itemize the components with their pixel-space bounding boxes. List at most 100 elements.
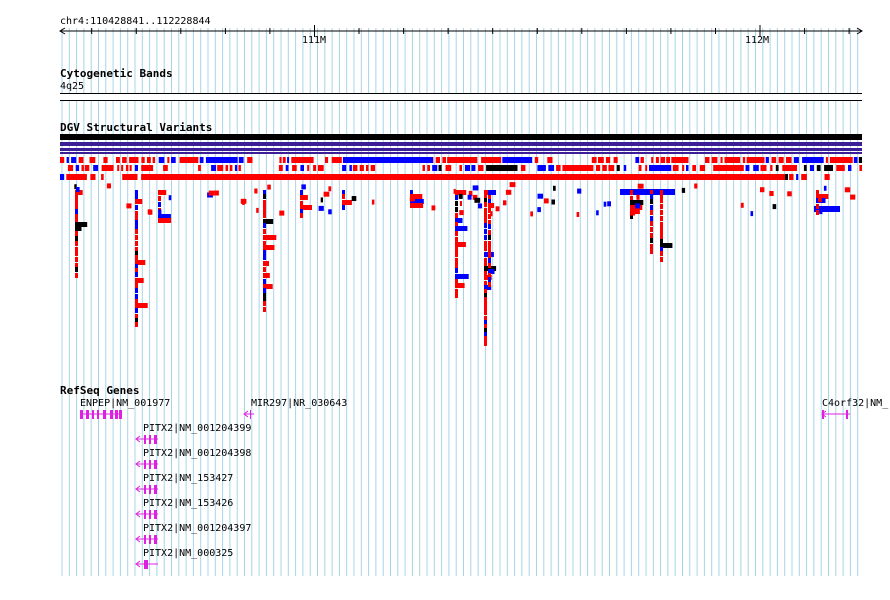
dgv-variant: [649, 165, 672, 171]
dgv-variant: [488, 199, 491, 204]
dgv-variant: [474, 197, 481, 203]
gene-exon: [250, 410, 251, 419]
dgv-variant: [208, 190, 215, 196]
dgv-variant: [292, 165, 297, 171]
dgv-variant: [135, 308, 138, 313]
gene-label-pitx2-nm-001204398[interactable]: PITX2|NM_001204398: [143, 448, 252, 459]
dgv-variant: [818, 197, 822, 203]
dgv-variant: [770, 165, 773, 171]
dgv-variant: [75, 165, 80, 171]
dgv-variant: [168, 195, 172, 201]
dgv-variant: [650, 210, 653, 215]
dgv-variant: [129, 165, 132, 171]
dgv-variant: [623, 165, 627, 171]
dgv-variant: [490, 211, 493, 217]
dgv-variant: [320, 197, 323, 203]
dgv-variant: [121, 165, 124, 171]
dgv-variant: [853, 157, 858, 163]
dgv-variant: [263, 245, 275, 250]
dgv-variant: [198, 165, 201, 171]
dgv-variant: [484, 306, 487, 311]
position-ruler[interactable]: [0, 20, 890, 70]
gene-exon: [86, 410, 89, 419]
gene-label-pitx2-nm-001204397[interactable]: PITX2|NM_001204397: [143, 523, 252, 534]
gene-label-pitx2-nm-153427[interactable]: PITX2|NM_153427: [143, 473, 234, 484]
dgv-variant: [484, 194, 487, 199]
dgv-variant: [651, 157, 654, 163]
dgv-variant: [638, 165, 642, 171]
dgv-variant: [455, 263, 458, 268]
dgv-variant: [125, 165, 129, 171]
dgv-variant: [263, 229, 266, 234]
gene-exon: [149, 535, 151, 544]
dgv-variant: [488, 249, 491, 254]
dgv-variant: [313, 165, 317, 171]
dgv-variant: [349, 165, 352, 171]
dgv-variant: [75, 226, 82, 231]
dgv-variant: [484, 198, 487, 203]
dgv-variant: [782, 165, 797, 171]
gene-label-pitx2-nm-000325[interactable]: PITX2|NM_000325: [143, 548, 234, 559]
dgv-variant: [300, 165, 304, 171]
dgv-variant: [650, 194, 653, 199]
dgv-variant: [75, 267, 78, 272]
dgv-variant: [122, 174, 138, 180]
dgv-variant: [495, 206, 500, 212]
dgv-variant: [351, 196, 357, 201]
dgv-variant: [225, 165, 229, 171]
dgv-variant: [263, 190, 266, 195]
dgv-variant: [135, 211, 138, 216]
gene-label-mir297[interactable]: MIR297|NR_030643: [251, 398, 348, 409]
dgv-variant: [660, 210, 663, 215]
dgv-variant: [75, 218, 78, 223]
dgv-variant: [455, 207, 458, 212]
dgv-variant: [720, 157, 723, 163]
dgv-variant: [431, 205, 436, 211]
dgv-variants-track[interactable]: [0, 130, 890, 350]
dgv-variant: [520, 165, 526, 171]
dgv-variant: [71, 157, 77, 163]
dgv-variant: [117, 165, 120, 171]
dgv-variant: [484, 289, 487, 294]
dgv-variant: [765, 157, 769, 163]
dgv-variant: [66, 174, 87, 180]
dgv-variant: [263, 241, 266, 246]
dgv-variant: [472, 185, 479, 191]
gene-exon: [144, 560, 148, 569]
dgv-variant: [75, 247, 78, 252]
dgv-variant: [147, 157, 151, 163]
track-title-cytogenetic-bands: Cytogenetic Bands: [60, 67, 173, 80]
dgv-variant: [819, 209, 823, 215]
dgv-variant: [135, 199, 143, 204]
dgv-variant: [60, 157, 65, 163]
dgv-variant: [488, 273, 491, 278]
gene-label-enpep[interactable]: ENPEP|NM_001977: [80, 398, 171, 409]
dgv-variant: [484, 208, 487, 213]
dgv-variant: [74, 184, 77, 190]
dgv-variant: [650, 216, 653, 221]
dgv-variant: [484, 336, 487, 341]
dgv-variant: [89, 157, 96, 163]
dgv-variant: [789, 174, 794, 180]
dgv-variant: [829, 157, 853, 163]
dgv-variant: [267, 184, 271, 190]
dgv-variant: [66, 157, 69, 163]
gene-label-pitx2-nm-153426[interactable]: PITX2|NM_153426: [143, 498, 234, 509]
refseq-gene-glyphs[interactable]: [0, 400, 890, 600]
dgv-variant: [455, 213, 458, 218]
gene-strand-arrow: [135, 460, 141, 468]
dgv-variant: [686, 165, 689, 171]
cytoband-bar[interactable]: [60, 93, 862, 101]
dgv-variant: [660, 257, 663, 262]
dgv-variant: [484, 235, 487, 240]
dgv-variant: [410, 199, 424, 204]
dgv-variant: [801, 174, 807, 180]
dgv-variant: [67, 165, 74, 171]
dgv-variant: [75, 222, 88, 227]
dgv-variant: [660, 243, 673, 248]
dgv-variant: [103, 157, 108, 163]
gene-label-c4orf32[interactable]: C4orf32|NM_: [822, 398, 889, 409]
gene-label-pitx2-nm-001204399[interactable]: PITX2|NM_001204399: [143, 423, 252, 434]
dgv-variant: [158, 218, 172, 223]
gene-strand-arrow: [821, 410, 827, 418]
